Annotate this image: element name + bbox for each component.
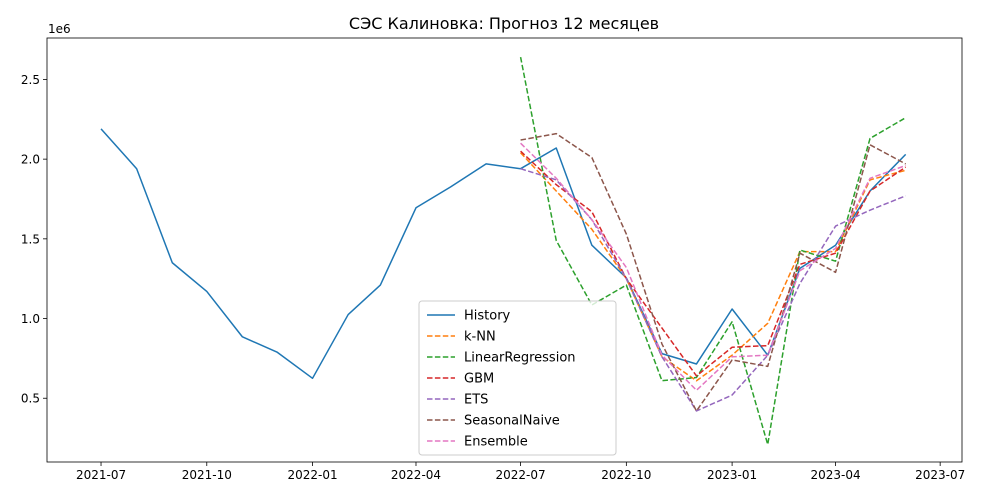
y-tick-label: 0.5 [21, 392, 40, 406]
y-tick-label: 2.5 [21, 73, 40, 87]
x-tick-label: 2022-07 [496, 468, 546, 482]
series-line-seasonalnaive [520, 132, 907, 412]
legend-label: GBM [464, 372, 494, 387]
legend-label: SeasonalNaive [464, 414, 560, 429]
legend-label: ETS [464, 393, 488, 408]
series-line-k-nn [520, 152, 906, 382]
x-tick-label: 2023-07 [915, 468, 965, 482]
legend-label: k-NN [464, 330, 496, 345]
x-tick-label: 2022-04 [391, 468, 441, 482]
x-tick-label: 2022-10 [601, 468, 651, 482]
legend-label: LinearRegression [464, 351, 576, 366]
series-layer [100, 56, 907, 446]
x-tick-label: 2023-04 [810, 468, 860, 482]
legend: History k-NN LinearRegression GBM ETS Seasona… [418, 300, 617, 456]
x-tick-label: 2022-01 [287, 468, 337, 482]
plot-frame [46, 37, 963, 463]
chart-title: СЭС Калиновка: Прогноз 12 месяцев [349, 14, 659, 33]
series-line-linearregression [519, 56, 907, 446]
legend-box [418, 300, 617, 456]
y-tick-label: 2.0 [21, 153, 40, 167]
legend-label: History [464, 309, 511, 324]
y-tick-label: 1.5 [21, 232, 40, 246]
series-line-ensemble [520, 142, 906, 392]
x-tick-label: 2021-07 [76, 468, 126, 482]
x-tick-label: 2023-01 [707, 468, 757, 482]
x-tick-label: 2021-10 [182, 468, 232, 482]
legend-label: Ensemble [464, 435, 528, 450]
y-axis-offset-label: 1e6 [48, 22, 71, 36]
y-tick-label: 1.0 [21, 312, 40, 326]
series-line-gbm [520, 150, 907, 377]
axes: 2021-07 2021-10 2022-01 2022-04 2022-07 2022-… [21, 37, 965, 482]
